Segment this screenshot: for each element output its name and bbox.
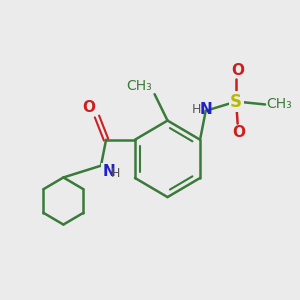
Text: CH₃: CH₃: [266, 98, 292, 112]
Text: N: N: [200, 102, 212, 117]
Text: O: O: [232, 125, 246, 140]
Text: N: N: [102, 164, 115, 179]
Text: O: O: [82, 100, 95, 115]
Text: S: S: [230, 92, 242, 110]
Text: H: H: [111, 167, 121, 180]
Text: O: O: [231, 63, 244, 78]
Text: CH₃: CH₃: [126, 79, 152, 93]
Text: H: H: [192, 103, 201, 116]
